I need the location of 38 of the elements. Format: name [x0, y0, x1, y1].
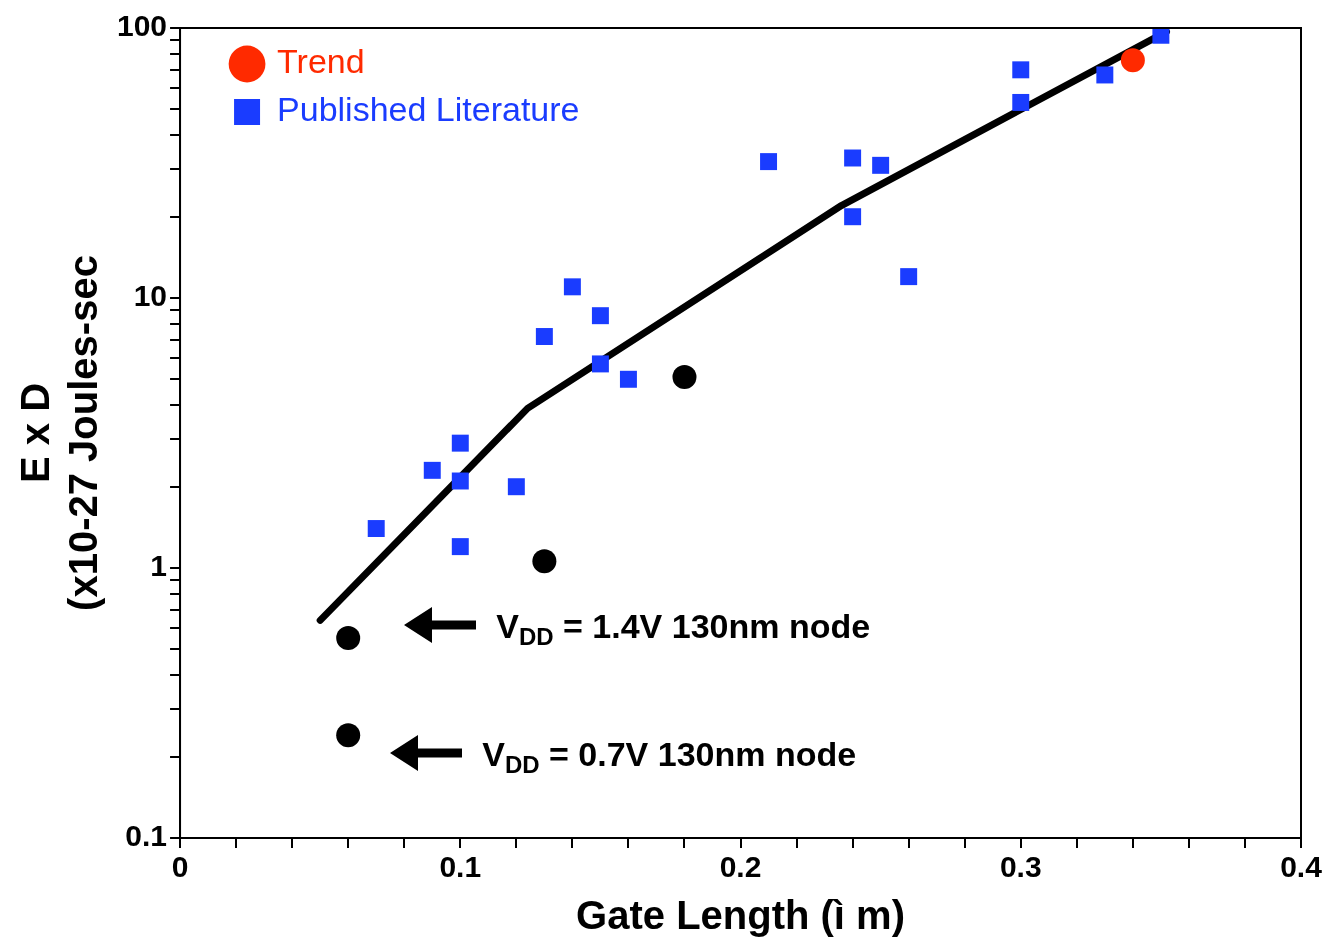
y-tick-label: 1	[150, 549, 168, 583]
point	[760, 153, 778, 171]
x-axis-title: Gate Length (ì m)	[576, 893, 905, 938]
x-tick-label: 0.4	[1280, 850, 1323, 884]
point	[672, 364, 697, 389]
x-tick-label: 0.2	[719, 850, 762, 884]
point	[1152, 28, 1170, 44]
point	[1012, 93, 1030, 111]
y-tick-label: 10	[133, 279, 168, 313]
x-tick-label: 0.3	[999, 850, 1042, 884]
point	[451, 538, 469, 556]
y-axis-title: E x D (x10-27 Joules-sec	[13, 255, 106, 611]
point	[507, 478, 525, 496]
point	[844, 149, 862, 167]
y-tick-label: 100	[116, 9, 168, 43]
point	[336, 723, 361, 748]
point	[844, 208, 862, 226]
y-tick-label: 0.1	[125, 819, 168, 853]
point	[1096, 66, 1114, 84]
x-tick-label: 0	[171, 850, 189, 884]
point	[591, 307, 609, 325]
point	[451, 472, 469, 490]
legend-label: Trend	[277, 42, 365, 81]
point	[367, 520, 385, 538]
point	[423, 461, 441, 479]
point	[451, 434, 469, 452]
legend-label: Published Literature	[277, 90, 580, 129]
point	[563, 278, 581, 296]
point	[532, 549, 557, 574]
point	[619, 370, 637, 388]
x-tick-label: 0.1	[439, 850, 482, 884]
point	[872, 156, 890, 174]
point	[591, 355, 609, 373]
point	[336, 626, 361, 651]
point	[1120, 48, 1145, 73]
point	[535, 328, 553, 346]
point	[1012, 61, 1030, 79]
point	[900, 268, 918, 286]
